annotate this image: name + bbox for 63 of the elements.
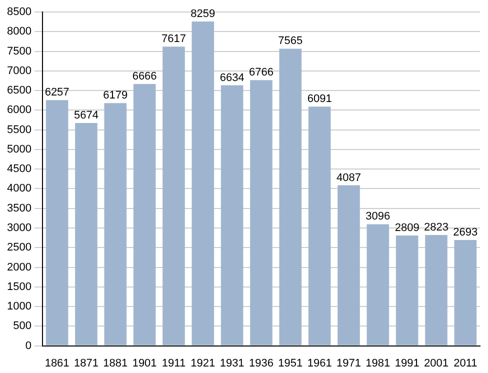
bar: [454, 240, 477, 346]
y-tick-label: 2000: [6, 261, 32, 274]
data-label: 4087: [336, 172, 361, 184]
bar: [162, 46, 185, 346]
y-tick-label: 0: [25, 340, 32, 352]
y-tick-label: 3000: [6, 222, 32, 234]
bar: [75, 122, 98, 346]
x-tick-label: 1921: [190, 357, 216, 370]
data-label: 2823: [424, 221, 448, 234]
bar: [366, 224, 390, 346]
y-tick-label: 7500: [6, 45, 32, 58]
x-tick-label: 2001: [424, 357, 448, 370]
x-tick-label: 1991: [394, 357, 420, 370]
data-label: 2809: [394, 222, 420, 234]
y-tick-label: 500: [13, 320, 32, 332]
y-tick-label: 5500: [6, 124, 32, 136]
y-tick-label: 7000: [6, 64, 32, 77]
y-tick-label: 8500: [6, 6, 32, 18]
bar: [338, 185, 360, 346]
y-tick-label: 6000: [6, 104, 32, 116]
x-tick-label: 1981: [366, 357, 390, 370]
y-tick-label: 3500: [6, 202, 32, 214]
x-tick-label: 1871: [74, 357, 98, 370]
data-label: 7565: [278, 35, 303, 48]
x-tick-label: 1961: [307, 357, 332, 370]
x-tick-label: 1911: [162, 357, 186, 370]
data-label: 8259: [190, 8, 216, 20]
x-tick-label: 1951: [278, 357, 303, 370]
x-tick-label: 1861: [44, 357, 70, 370]
y-tick-label: 2500: [6, 242, 32, 254]
data-label: 2693: [453, 226, 478, 239]
y-tick-label: 6500: [6, 84, 32, 97]
y-tick-label: 4500: [6, 163, 32, 176]
data-label: 6634: [220, 72, 244, 84]
y-tick-label: 1000: [6, 300, 32, 313]
bar: [192, 21, 214, 346]
x-tick-label: 1881: [103, 357, 128, 370]
data-label: 7617: [161, 33, 186, 46]
bar: [308, 106, 331, 346]
bar: [46, 100, 68, 346]
y-tick-label: 4000: [6, 182, 32, 195]
bar: [220, 85, 244, 346]
data-label: 6766: [248, 66, 274, 79]
y-tick-label: 5000: [6, 143, 32, 156]
x-tick-label: 1901: [132, 357, 157, 370]
x-tick-label: 1931: [220, 357, 244, 370]
y-tick-label: 8000: [6, 26, 32, 38]
data-label: 6257: [44, 86, 70, 99]
y-tick-label: 1500: [6, 280, 32, 293]
x-tick-label: 1971: [336, 357, 361, 370]
x-tick-label: 2011: [454, 357, 478, 370]
bar: [250, 80, 272, 346]
data-label: 3096: [366, 210, 390, 223]
bar: [396, 235, 418, 346]
bar: [425, 234, 448, 346]
bar: [104, 103, 127, 346]
x-tick-label: 1936: [248, 357, 274, 370]
data-label: 6091: [307, 93, 332, 106]
bar: [133, 84, 156, 346]
data-label: 6666: [132, 70, 157, 83]
bar: [279, 48, 302, 346]
data-label: 5674: [74, 110, 98, 122]
data-label: 6179: [103, 90, 128, 102]
